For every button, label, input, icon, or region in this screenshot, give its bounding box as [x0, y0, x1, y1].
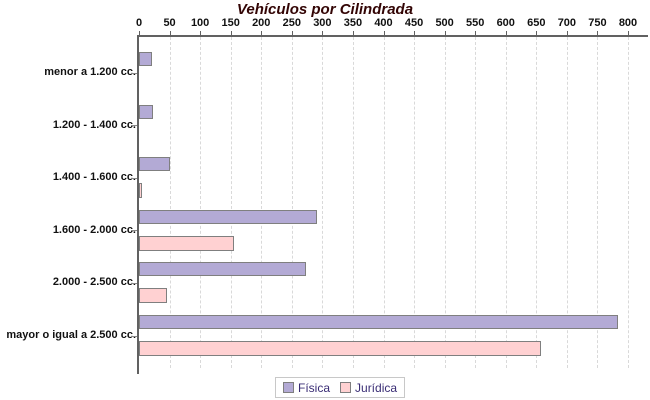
gridline: [322, 37, 324, 368]
gridline: [291, 37, 293, 368]
category-tick-mark: [131, 177, 137, 179]
x-tick-mark: [261, 31, 263, 35]
category-label: 1.200 - 1.400 cc.: [52, 118, 136, 131]
bar-juridica-3: [139, 235, 234, 251]
gridline: [597, 37, 599, 368]
gridline: [414, 37, 416, 368]
x-tick-mark: [383, 31, 385, 35]
x-tick-mark: [505, 31, 507, 35]
legend-label-juridica: Jurídica: [355, 380, 398, 395]
gridline: [475, 37, 477, 368]
category-label: mayor o igual a 2.500 cc.: [6, 329, 136, 341]
juridica-swatch-icon: [340, 382, 352, 393]
bar-fisica-3: [139, 209, 317, 224]
gridline: [444, 37, 446, 368]
gridline: [628, 37, 629, 368]
x-tick-mark: [444, 31, 446, 35]
bar-juridica-5: [139, 341, 541, 356]
bar-fisica-0: [139, 52, 152, 66]
bar-juridica-2: [139, 183, 142, 199]
x-tick-mark: [291, 31, 293, 35]
x-tick-label: 150: [221, 17, 240, 29]
x-tick-label: 200: [252, 17, 271, 29]
gridline: [566, 37, 568, 368]
x-tick-mark: [628, 31, 629, 35]
x-tick-label: 450: [404, 17, 424, 29]
x-tick-mark: [475, 31, 477, 35]
gridline: [169, 37, 171, 368]
x-tick-label: 0: [135, 17, 143, 29]
x-tick-label: 650: [527, 17, 546, 29]
gridline: [536, 37, 538, 368]
x-tick-mark: [230, 31, 232, 35]
category-tick-mark: [131, 282, 137, 284]
legend-entry-fisica: Física: [283, 381, 330, 395]
gridline: [505, 37, 507, 368]
x-tick-label: 100: [190, 17, 210, 29]
bar-juridica-4: [139, 288, 167, 304]
legend-entry-juridica: Jurídica: [340, 381, 397, 395]
category-tick-mark: [131, 72, 137, 74]
x-tick-mark: [597, 31, 599, 35]
gridline: [383, 37, 385, 368]
x-tick-label: 800: [618, 17, 638, 29]
category-label: menor a 1.200 cc.: [44, 66, 136, 78]
bar-fisica-5: [139, 315, 618, 329]
x-tick-mark: [139, 31, 140, 35]
x-tick-mark: [536, 31, 538, 35]
category-label: 1.400 - 1.600 cc.: [52, 171, 136, 184]
bar-fisica-1: [139, 104, 153, 119]
x-tick-label: 750: [588, 17, 607, 29]
chart-title: Vehículos por Cilindrada: [236, 1, 414, 18]
gridline: [230, 37, 232, 368]
gridline: [352, 37, 354, 368]
bar-fisica-4: [139, 262, 306, 277]
x-tick-mark: [414, 31, 416, 35]
bar-fisica-2: [139, 157, 170, 172]
gridline: [200, 37, 202, 368]
fisica-swatch-icon: [283, 382, 294, 393]
category-tick-mark: [131, 335, 137, 337]
x-tick-label: 600: [496, 17, 515, 29]
category-tick-mark: [131, 230, 137, 232]
x-tick-label: 250: [282, 17, 301, 29]
x-axis-line: [137, 35, 648, 37]
x-tick-mark: [352, 31, 354, 35]
x-tick-label: 500: [435, 17, 454, 29]
gridline: [261, 37, 263, 368]
x-tick-label: 700: [557, 17, 577, 29]
x-tick-label: 50: [163, 17, 176, 29]
category-label: 2.000 - 2.500 cc.: [52, 276, 136, 289]
category-tick-mark: [131, 125, 137, 127]
legend-label-fisica: Física: [298, 380, 331, 395]
category-label: 1.600 - 2.000 cc.: [52, 223, 136, 236]
x-tick-label: 350: [343, 17, 363, 29]
legend: Física Jurídica: [275, 377, 406, 398]
x-tick-label: 400: [374, 17, 393, 29]
x-tick-mark: [169, 31, 171, 35]
x-tick-mark: [566, 31, 568, 35]
x-tick-label: 300: [313, 17, 332, 29]
y-axis-line: [137, 35, 139, 374]
x-tick-mark: [200, 31, 202, 35]
x-tick-label: 550: [466, 17, 485, 29]
x-tick-mark: [322, 31, 324, 35]
